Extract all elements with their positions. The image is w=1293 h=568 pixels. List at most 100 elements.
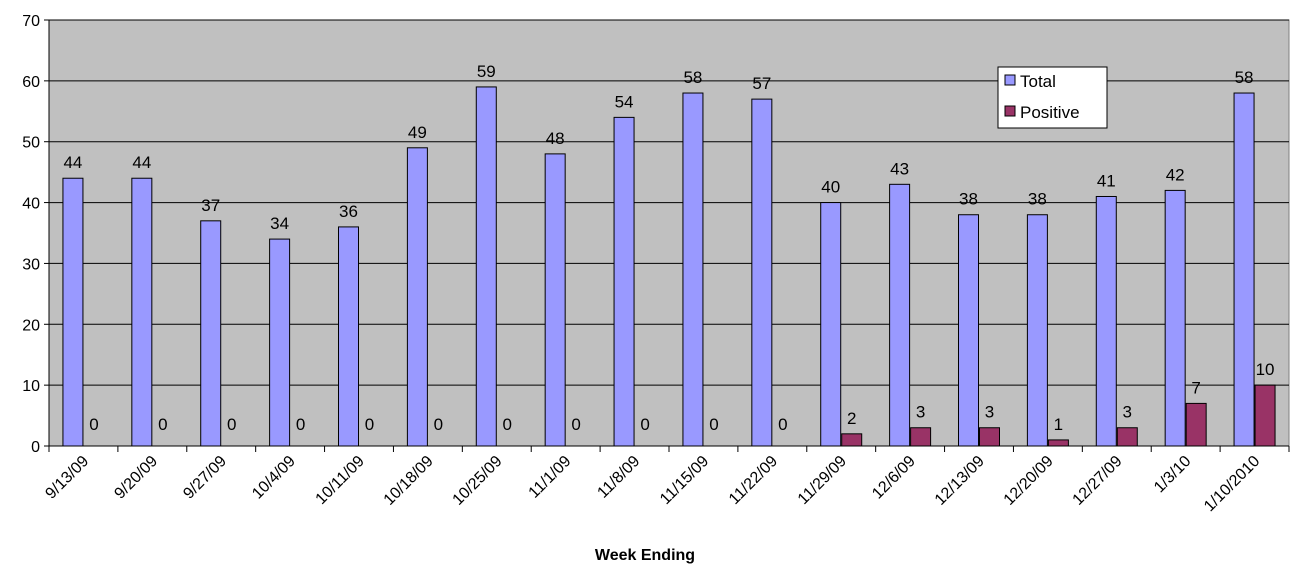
data-label-total: 57 bbox=[752, 74, 771, 93]
x-tick-label: 10/25/09 bbox=[450, 453, 506, 509]
data-label-positive: 0 bbox=[778, 415, 787, 434]
data-label-positive: 0 bbox=[709, 415, 718, 434]
bar-positive bbox=[1047, 439, 1069, 447]
bar-positive bbox=[1254, 384, 1276, 447]
x-tick-label: 12/13/09 bbox=[932, 453, 988, 509]
data-labels: 4404403703403604905904805405805704024333… bbox=[63, 62, 1274, 434]
data-label-total: 58 bbox=[1235, 68, 1254, 87]
x-tick-label: 11/15/09 bbox=[657, 453, 712, 508]
bar-total bbox=[751, 98, 773, 447]
x-tick-label: 11/22/09 bbox=[726, 453, 781, 508]
bar-total bbox=[544, 153, 566, 447]
x-tick-label: 9/27/09 bbox=[180, 453, 230, 503]
x-tick-label: 12/20/09 bbox=[1001, 453, 1057, 509]
legend-box bbox=[997, 66, 1108, 129]
legend-swatch-total bbox=[1004, 74, 1016, 86]
data-label-positive: 0 bbox=[571, 415, 580, 434]
data-label-positive: 2 bbox=[847, 409, 856, 428]
y-tick-label: 70 bbox=[22, 13, 40, 30]
data-label-total: 44 bbox=[63, 153, 82, 172]
data-label-positive: 0 bbox=[503, 415, 512, 434]
y-tick-label: 20 bbox=[22, 317, 40, 334]
data-label-total: 40 bbox=[821, 178, 840, 197]
data-label-total: 58 bbox=[683, 68, 702, 87]
bar-positive bbox=[979, 427, 1000, 447]
data-label-total: 54 bbox=[615, 92, 634, 111]
data-label-total: 43 bbox=[890, 159, 909, 178]
y-tick-label: 60 bbox=[22, 74, 40, 91]
data-label-positive: 0 bbox=[365, 415, 374, 434]
data-label-positive: 0 bbox=[89, 415, 98, 434]
x-tick-label: 9/13/09 bbox=[42, 453, 92, 503]
x-tick-label: 11/1/09 bbox=[526, 453, 575, 502]
data-label-positive: 1 bbox=[1054, 415, 1063, 434]
bar-total bbox=[613, 116, 635, 447]
bar-total bbox=[62, 177, 84, 447]
bar-positive bbox=[1185, 402, 1207, 447]
data-label-total: 48 bbox=[546, 129, 565, 148]
data-label-positive: 3 bbox=[1123, 403, 1132, 422]
data-label-positive: 0 bbox=[158, 415, 167, 434]
x-tick-label: 9/20/09 bbox=[111, 453, 161, 503]
x-tick-label: 10/4/09 bbox=[249, 453, 299, 503]
y-tick-label: 10 bbox=[22, 378, 40, 395]
data-label-total: 42 bbox=[1166, 165, 1185, 184]
bar-total bbox=[406, 147, 428, 447]
bar-total bbox=[889, 183, 911, 447]
x-tick-label: 1/3/10 bbox=[1151, 453, 1195, 497]
bar-total bbox=[269, 238, 291, 447]
data-label-total: 59 bbox=[477, 62, 496, 81]
x-tick-label: 12/27/09 bbox=[1070, 453, 1126, 509]
bar-total bbox=[1026, 214, 1048, 447]
legend-label-positive: Positive bbox=[1020, 103, 1080, 122]
y-axis-ticks: 0 10 20 30 40 50 60 70 bbox=[22, 13, 49, 456]
bar-total bbox=[131, 177, 153, 447]
bar-total bbox=[1095, 195, 1117, 447]
x-tick-label: 10/18/09 bbox=[381, 453, 437, 509]
x-tick-label: 11/29/09 bbox=[795, 453, 850, 508]
data-label-positive: 0 bbox=[227, 415, 236, 434]
data-label-positive: 10 bbox=[1256, 360, 1275, 379]
data-label-total: 37 bbox=[201, 196, 220, 215]
bar-total bbox=[1164, 189, 1186, 447]
bar-positive bbox=[1116, 427, 1138, 447]
legend-swatch-positive bbox=[1004, 105, 1016, 117]
y-tick-label: 30 bbox=[22, 256, 40, 273]
x-tick-label: 10/11/09 bbox=[313, 453, 368, 508]
data-label-total: 38 bbox=[959, 190, 978, 209]
data-label-total: 34 bbox=[270, 214, 289, 233]
data-label-total: 49 bbox=[408, 123, 427, 142]
data-label-positive: 0 bbox=[434, 415, 443, 434]
x-tick-label: 1/10/2010 bbox=[1201, 453, 1263, 515]
data-label-positive: 0 bbox=[296, 415, 305, 434]
legend: Total Positive bbox=[997, 66, 1108, 129]
bars bbox=[62, 86, 1276, 447]
bar-positive bbox=[910, 427, 932, 447]
bar-total bbox=[200, 220, 222, 447]
bar-total bbox=[475, 86, 497, 447]
legend-label-total: Total bbox=[1020, 72, 1056, 91]
data-label-total: 44 bbox=[132, 153, 151, 172]
y-tick-label: 50 bbox=[22, 135, 40, 152]
data-label-positive: 3 bbox=[916, 403, 925, 422]
x-axis-title: Week Ending bbox=[595, 547, 695, 564]
x-tick-label: 12/6/09 bbox=[869, 453, 919, 503]
bar-total bbox=[682, 92, 704, 447]
data-label-total: 38 bbox=[1028, 190, 1047, 209]
y-tick-label: 40 bbox=[22, 196, 40, 213]
data-label-positive: 3 bbox=[985, 403, 994, 422]
data-label-positive: 0 bbox=[640, 415, 649, 434]
y-tick-label: 0 bbox=[31, 439, 40, 456]
bar-positive bbox=[841, 433, 863, 447]
bar-total bbox=[1233, 92, 1255, 447]
bar-total bbox=[338, 226, 359, 447]
bar-total bbox=[820, 202, 842, 447]
data-label-total: 36 bbox=[339, 202, 358, 221]
x-axis-ticks: 9/13/09 9/20/09 9/27/09 10/4/09 10/11/09 10/1… bbox=[42, 446, 1290, 515]
data-label-positive: 7 bbox=[1191, 378, 1200, 397]
bar-total bbox=[958, 214, 979, 447]
x-tick-label: 11/8/09 bbox=[594, 453, 643, 502]
data-label-total: 41 bbox=[1097, 171, 1116, 190]
